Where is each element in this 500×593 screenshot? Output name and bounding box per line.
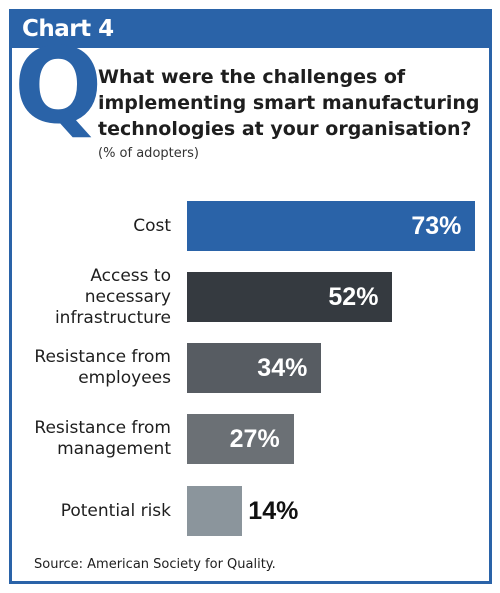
question-title: What were the challenges of implementing…: [98, 66, 480, 140]
chart-frame: Chart 4 Q What were the challenges of im…: [9, 9, 492, 584]
value-label: 52%: [328, 283, 379, 311]
value-label: 27%: [229, 425, 280, 453]
category-label: Resistance from management: [34, 418, 171, 460]
category-label: Potential risk: [61, 501, 171, 522]
bar: [187, 343, 322, 393]
bar: [187, 272, 393, 322]
chart-subtitle: (% of adopters): [98, 146, 199, 161]
bar: [187, 486, 243, 536]
bar: [187, 414, 294, 464]
bar: [187, 201, 476, 251]
q-letter-icon: Q: [14, 25, 103, 147]
header-band: Chart 4: [12, 12, 489, 48]
category-label: Resistance from employees: [34, 347, 171, 389]
category-label-line: employees: [78, 368, 171, 388]
category-label-line: Resistance from: [34, 347, 171, 367]
category-label: Access to necessary infrastructure: [55, 266, 171, 329]
category-label-line: management: [57, 439, 171, 459]
value-label: 73%: [411, 212, 462, 240]
category-label: Cost: [133, 216, 171, 237]
category-label-line: necessary: [84, 286, 171, 307]
category-label-line: infrastructure: [54, 307, 171, 328]
value-label: 34%: [257, 354, 308, 382]
category-label-line: Resistance from: [34, 418, 171, 438]
category-label-line: Access to: [90, 265, 171, 286]
category-label-line: Potential risk: [60, 500, 171, 521]
value-label: 14%: [248, 497, 299, 525]
category-label-line: Cost: [133, 215, 171, 236]
source-note: Source: American Society for Quality.: [34, 557, 276, 572]
chart-number-label: Chart 4: [22, 16, 114, 42]
